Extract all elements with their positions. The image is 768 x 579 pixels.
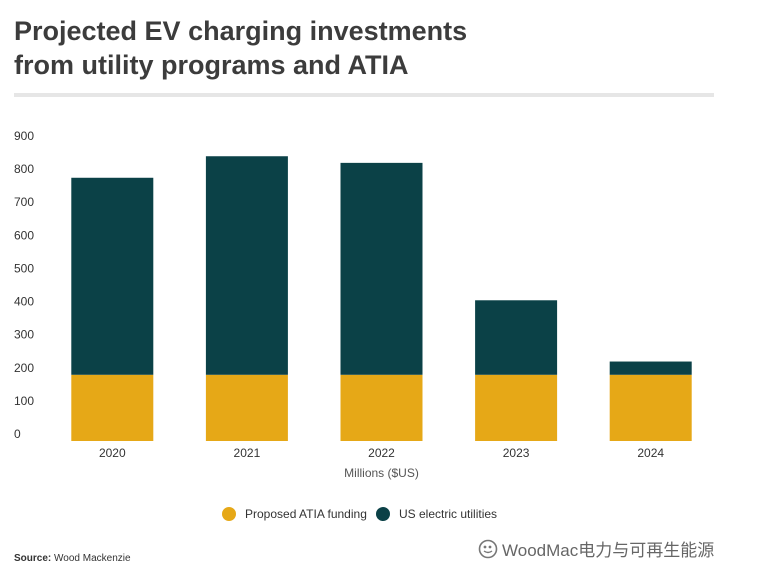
bar-2024-series-1: [609, 361, 692, 375]
bar-2020-series-0: [71, 374, 154, 441]
chart-title-line-2: from utility programs and ATIA: [14, 50, 409, 80]
watermark-text: WoodMac电力与可再生能源: [502, 541, 715, 560]
wechat-icon: [478, 539, 498, 559]
legend-label-0: Proposed ATIA funding: [245, 507, 367, 521]
bar-2023-series-0: [475, 374, 558, 441]
source-note: Source: Wood Mackenzie: [14, 553, 131, 564]
watermark: WoodMac电力与可再生能源: [478, 536, 714, 561]
legend-swatch-0: [222, 507, 236, 521]
source-value: Wood Mackenzie: [54, 553, 131, 564]
chart-title-line-1: Projected EV charging investments: [14, 16, 468, 46]
chart-title: Projected EV charging investments from u…: [14, 14, 714, 82]
x-tick-label: 2023: [503, 446, 530, 460]
bar-2020-series-1: [71, 177, 154, 375]
y-tick-label: 700: [14, 195, 34, 209]
y-tick-label: 200: [14, 361, 34, 375]
bar-2022-series-1: [340, 162, 423, 375]
legend-label-1: US electric utilities: [399, 507, 497, 521]
y-tick-label: 300: [14, 328, 34, 342]
bar-2024-series-0: [609, 374, 692, 441]
legend-swatch-1: [376, 507, 390, 521]
x-tick-label: 2021: [234, 446, 261, 460]
y-tick-label: 400: [14, 295, 34, 309]
y-tick-label: 100: [14, 394, 34, 408]
y-tick-label: 800: [14, 162, 34, 176]
y-tick-label: 0: [14, 427, 21, 441]
source-label: Source:: [14, 553, 52, 564]
y-tick-label: 900: [14, 129, 34, 143]
bar-2022-series-0: [340, 374, 423, 441]
x-tick-label: 2022: [368, 446, 395, 460]
title-divider: [14, 93, 714, 97]
x-axis-label: Millions ($US): [344, 466, 419, 480]
bar-2023-series-1: [475, 300, 558, 375]
x-tick-label: 2020: [99, 446, 126, 460]
bar-2021-series-1: [205, 156, 288, 375]
bar-2021-series-0: [205, 374, 288, 441]
x-tick-label: 2024: [637, 446, 664, 460]
y-tick-label: 600: [14, 228, 34, 242]
y-tick-label: 500: [14, 261, 34, 275]
